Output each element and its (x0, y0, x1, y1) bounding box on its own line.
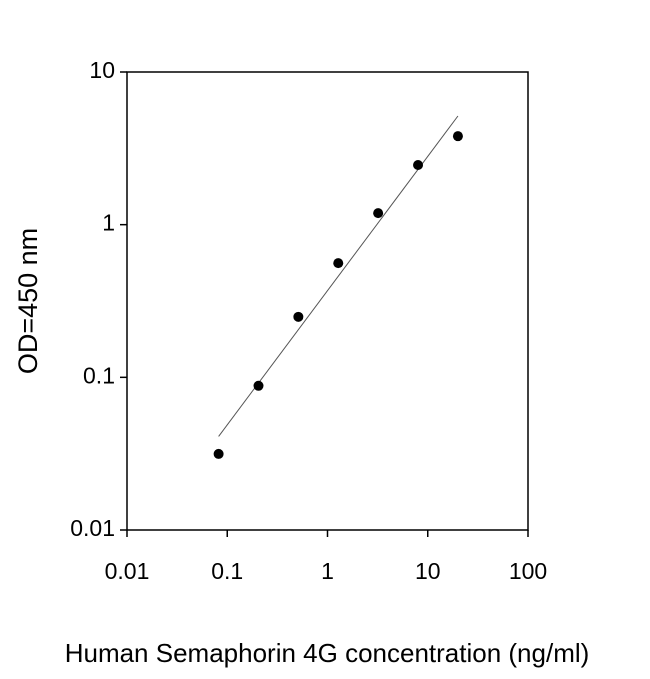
x-tick-label: 0.01 (105, 558, 150, 584)
x-tick-label: 0.1 (211, 558, 243, 584)
y-tick-label: 0.01 (70, 515, 115, 541)
data-point (413, 159, 424, 170)
x-tick-label: 100 (509, 558, 547, 584)
data-point (333, 258, 344, 269)
y-tick-label: 0.1 (83, 362, 115, 388)
y-tick-label: 1 (102, 210, 115, 236)
data-point (452, 131, 463, 142)
x-tick-label: 1 (321, 558, 334, 584)
data-point (373, 208, 384, 219)
x-tick-label: 10 (415, 558, 441, 584)
y-tick-label: 10 (89, 57, 115, 83)
data-point (213, 448, 224, 459)
y-axis-label: OD=450 nm (13, 228, 43, 374)
data-point (293, 311, 304, 322)
data-point (253, 380, 264, 391)
plot-frame (126, 71, 529, 531)
x-axis-label: Human Semaphorin 4G concentration (ng/ml… (65, 638, 590, 668)
